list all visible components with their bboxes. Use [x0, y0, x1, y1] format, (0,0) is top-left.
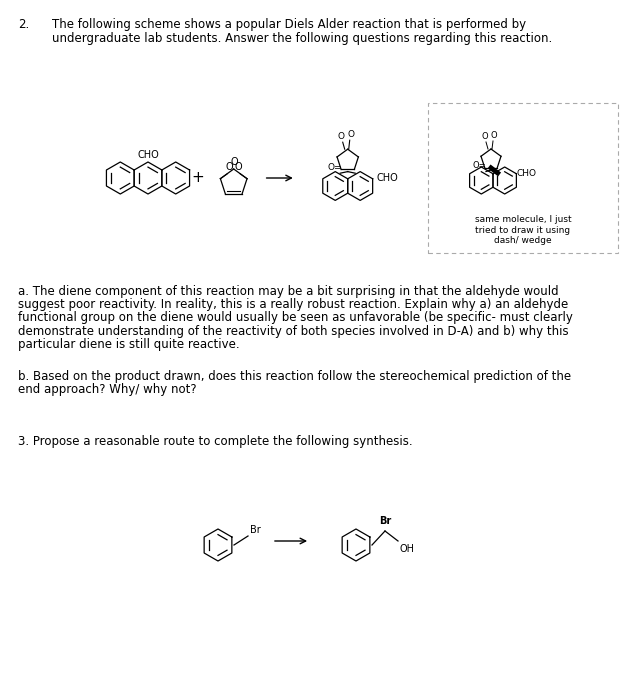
Text: O: O: [231, 157, 239, 167]
Text: O: O: [491, 131, 497, 140]
Text: end approach? Why/ why not?: end approach? Why/ why not?: [18, 383, 197, 396]
Text: suggest poor reactivity. In reality, this is a really robust reaction. Explain w: suggest poor reactivity. In reality, thi…: [18, 298, 569, 312]
Text: functional group on the diene would usually be seen as unfavorable (be specific-: functional group on the diene would usua…: [18, 312, 573, 324]
Text: O: O: [347, 130, 354, 139]
Text: The following scheme shows a popular Diels Alder reaction that is performed by: The following scheme shows a popular Die…: [52, 18, 526, 31]
Text: a. The diene component of this reaction may be a bit surprising in that the alde: a. The diene component of this reaction …: [18, 285, 558, 298]
Text: CHO: CHO: [517, 169, 536, 178]
Text: 3. Propose a reasonable route to complete the following synthesis.: 3. Propose a reasonable route to complet…: [18, 435, 413, 448]
Text: 2.: 2.: [18, 18, 29, 31]
Text: CHO: CHO: [137, 150, 159, 160]
Text: Br: Br: [379, 516, 391, 526]
Text: O: O: [234, 162, 242, 172]
Text: demonstrate understanding of the reactivity of both species involved in D-A) and: demonstrate understanding of the reactiv…: [18, 325, 569, 337]
Text: CHO: CHO: [376, 173, 398, 183]
Text: same molecule, I just
tried to draw it using
dash/ wedge: same molecule, I just tried to draw it u…: [475, 215, 571, 245]
Text: undergraduate lab students. Answer the following questions regarding this reacti: undergraduate lab students. Answer the f…: [52, 32, 552, 45]
Text: O: O: [337, 132, 345, 141]
Text: Br: Br: [250, 525, 261, 535]
Text: O=: O=: [327, 163, 342, 172]
Text: +: +: [191, 171, 204, 186]
Text: O=: O=: [473, 162, 486, 171]
Text: OH: OH: [400, 544, 415, 554]
Bar: [428, 103, 618, 253]
Text: b. Based on the product drawn, does this reaction follow the stereochemical pred: b. Based on the product drawn, does this…: [18, 370, 571, 383]
Text: particular diene is still quite reactive.: particular diene is still quite reactive…: [18, 338, 240, 351]
Text: O: O: [226, 162, 233, 172]
Text: O: O: [481, 132, 488, 141]
